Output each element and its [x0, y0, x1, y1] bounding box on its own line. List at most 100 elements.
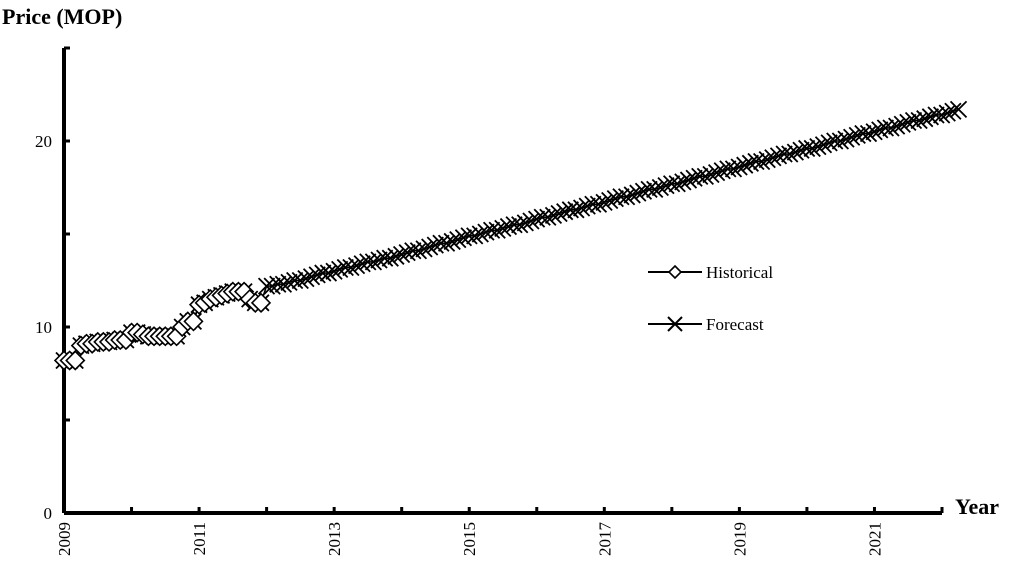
forecast-point	[651, 178, 669, 197]
forecast-point	[662, 175, 681, 193]
forecast-point	[449, 230, 467, 249]
forecast-point	[527, 210, 546, 228]
forecast-point	[781, 145, 799, 163]
forecast-point	[454, 229, 473, 247]
forecast-point	[685, 169, 703, 187]
forecast-point	[471, 225, 489, 243]
forecast-point	[443, 232, 461, 251]
forecast-point	[494, 219, 512, 238]
forecast-point	[347, 256, 366, 275]
forecast-point	[876, 119, 895, 137]
forecast-point	[826, 132, 844, 150]
forecast-point	[893, 115, 911, 133]
forecast-point	[601, 191, 619, 210]
forecast-point	[848, 126, 866, 145]
forecast-point	[899, 113, 917, 132]
forecast-point	[297, 270, 315, 288]
forecast-point	[916, 110, 934, 128]
forecast-point	[376, 249, 394, 267]
forecast-point	[837, 130, 855, 148]
forecast-point	[831, 132, 850, 150]
forecast-point	[736, 156, 754, 174]
forecast-point	[797, 139, 816, 158]
x-tick-label: 2019	[730, 522, 749, 556]
forecast-point	[432, 234, 450, 252]
forecast-point	[769, 147, 788, 165]
forecast-point	[803, 139, 821, 158]
forecast-point	[904, 111, 923, 130]
forecast-point	[561, 201, 579, 219]
forecast-point	[342, 258, 360, 277]
legend-item-forecast: Forecast	[648, 315, 764, 334]
forecast-point	[544, 206, 563, 225]
diamond-icon	[667, 264, 683, 280]
forecast-point	[392, 245, 411, 264]
forecast-point	[572, 199, 591, 217]
forecast-point	[668, 175, 686, 193]
forecast-point	[792, 141, 810, 159]
historical-point	[183, 311, 204, 332]
forecast-point	[612, 188, 630, 206]
legend-label: Historical	[706, 263, 773, 282]
x-tick-label: 2013	[325, 522, 344, 556]
forecast-point	[888, 117, 906, 135]
forecast-point	[933, 106, 951, 124]
forecast-point	[589, 195, 608, 213]
forecast-point	[302, 268, 321, 286]
forecast-point	[409, 242, 428, 260]
y-tick-label: 0	[44, 504, 53, 523]
forecast-point	[286, 271, 304, 290]
forecast-point	[854, 124, 872, 143]
forecast-point	[257, 277, 276, 295]
forecast-point	[702, 165, 720, 184]
y-axis-title: Price (MOP)	[2, 4, 122, 29]
forecast-point	[741, 154, 760, 172]
x-tick-label: 2009	[55, 522, 74, 556]
forecast-point	[674, 173, 692, 191]
forecast-point	[426, 236, 444, 254]
forecast-point	[280, 273, 298, 291]
legend: Historical Forecast	[648, 263, 773, 334]
forecast-point	[415, 240, 433, 258]
forecast-point	[308, 266, 326, 284]
forecast-point	[595, 193, 613, 212]
forecast-point	[499, 217, 518, 236]
legend-label: Forecast	[706, 315, 764, 334]
forecast-point	[336, 258, 354, 277]
forecast-point	[707, 163, 726, 182]
forecast-point	[921, 108, 940, 126]
forecast-point	[325, 262, 343, 280]
forecast-point	[404, 242, 422, 260]
forecast-point	[820, 134, 838, 152]
forecast-point	[696, 167, 714, 185]
forecast-point	[617, 188, 636, 206]
forecast-point	[421, 238, 439, 256]
forecast-point	[522, 212, 540, 230]
axes: 0 10 20 2009 2011 2013 2015 2017 2019 2021	[35, 46, 944, 556]
forecast-point	[359, 253, 377, 271]
forecast-point	[505, 216, 523, 234]
forecast-point	[488, 221, 506, 239]
forecast-point	[809, 137, 827, 156]
forecast-point	[944, 102, 962, 120]
forecast-point	[319, 264, 338, 282]
forecast-point	[927, 106, 945, 124]
forecast-point	[629, 184, 647, 202]
forecast-point	[865, 123, 883, 141]
x-tick-label: 2011	[190, 522, 209, 555]
forecast-point	[511, 216, 529, 234]
forecast-point	[713, 162, 731, 180]
forecast-point	[314, 264, 332, 282]
forecast-point	[460, 227, 478, 245]
forecast-point	[556, 203, 574, 221]
forecast-point	[437, 234, 456, 252]
legend-item-historical: Historical	[648, 263, 773, 282]
historical-point	[250, 292, 272, 313]
forecast-point	[679, 171, 698, 189]
x-tick-label: 2021	[865, 522, 884, 556]
forecast-point	[381, 249, 399, 267]
forecast-point	[758, 150, 776, 169]
forecast-point	[634, 182, 653, 200]
forecast-point	[274, 275, 293, 293]
